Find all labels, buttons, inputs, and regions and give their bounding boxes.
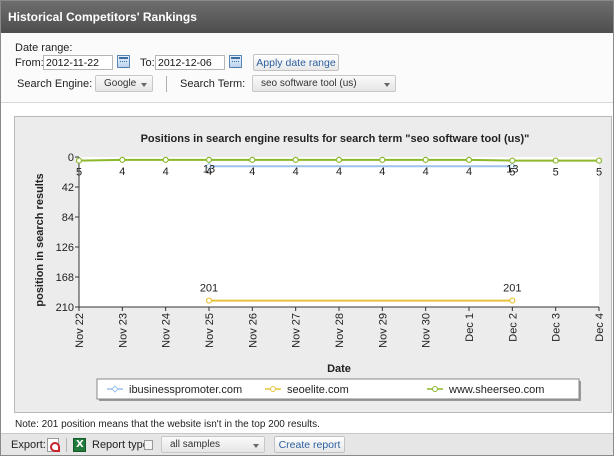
- data-point: [595, 157, 603, 164]
- data-label: 4: [293, 166, 299, 178]
- data-point: [162, 156, 169, 163]
- date-range-label: Date range:: [15, 42, 73, 54]
- x-tick-label: Dec 1: [464, 313, 476, 342]
- calendar-icon[interactable]: [229, 55, 242, 68]
- report-type-label: Report type:: [92, 439, 152, 451]
- y-tick-label: 0: [68, 152, 74, 164]
- x-tick-label: Nov 30: [421, 313, 433, 348]
- data-point: [119, 156, 126, 163]
- data-label: 4: [119, 166, 125, 178]
- y-axis-label: position in search results: [34, 173, 46, 306]
- x-tick-label: Nov 28: [334, 313, 346, 348]
- apply-date-range-button[interactable]: Apply date range: [253, 54, 339, 71]
- data-point: [379, 156, 386, 163]
- search-term-select[interactable]: seo software tool (us): [252, 75, 396, 92]
- divider: [166, 76, 167, 92]
- report-type-select[interactable]: all samples: [161, 436, 265, 453]
- panel-title: Historical Competitors' Rankings: [1, 1, 613, 33]
- report-toolbar: Export: Report type: all samples Create …: [1, 433, 613, 455]
- to-date-input[interactable]: [155, 55, 225, 70]
- pdf-icon[interactable]: [47, 438, 60, 452]
- search-term-label: Search Term:: [180, 78, 246, 90]
- data-point: [205, 156, 213, 163]
- data-point: [205, 297, 213, 304]
- x-tick-label: Nov 23: [117, 313, 129, 348]
- help-icon[interactable]: [144, 440, 153, 450]
- divider: [66, 438, 67, 452]
- data-label: 4: [466, 166, 472, 178]
- search-term-value: seo software tool (us): [261, 78, 357, 89]
- data-point: [465, 156, 473, 163]
- create-report-button[interactable]: Create report: [274, 436, 345, 453]
- y-tick-label: 168: [56, 272, 74, 284]
- y-tick-label: 42: [62, 182, 74, 194]
- chart-container: Positions in search engine results for s…: [14, 116, 612, 413]
- chevron-down-icon: [384, 83, 390, 87]
- data-label: 5: [76, 167, 82, 179]
- x-tick-label: Nov 26: [247, 313, 259, 348]
- data-point: [292, 156, 299, 163]
- data-label: 4: [249, 166, 255, 178]
- search-engine-select[interactable]: Google: [95, 75, 153, 92]
- data-label: 13: [203, 163, 215, 175]
- x-tick-label: Dec 3: [551, 313, 563, 342]
- data-point: [249, 156, 256, 163]
- x-tick-label: Nov 24: [161, 313, 173, 348]
- export-label: Export:: [11, 439, 46, 451]
- data-label: 4: [336, 166, 342, 178]
- data-point: [509, 157, 516, 164]
- x-axis-label: Date: [327, 363, 351, 375]
- data-point: [552, 157, 559, 164]
- to-label: To:: [140, 57, 155, 69]
- legend-marker: [432, 386, 438, 392]
- legend-marker: [111, 385, 119, 393]
- search-engine-value: Google: [104, 78, 137, 89]
- x-tick-label: Nov 25: [204, 313, 216, 348]
- legend-entry: seoelite.com: [287, 384, 349, 396]
- calendar-icon[interactable]: [117, 55, 130, 68]
- legend-marker: [270, 386, 276, 392]
- excel-icon[interactable]: [73, 438, 86, 452]
- x-tick-label: Nov 27: [291, 313, 303, 348]
- x-tick-label: Dec 2: [507, 313, 519, 342]
- data-label: 4: [423, 166, 429, 178]
- position-note: Note: 201 position means that the websit…: [15, 419, 320, 430]
- data-point: [508, 162, 517, 170]
- chevron-down-icon: [253, 444, 259, 448]
- data-label: 201: [503, 283, 521, 295]
- data-label: 5: [596, 167, 602, 179]
- y-tick-label: 210: [56, 302, 74, 314]
- rankings-chart: Positions in search engine results for s…: [34, 133, 606, 401]
- from-label: From:: [15, 57, 44, 69]
- data-point: [205, 162, 213, 170]
- legend-box: [96, 378, 580, 400]
- data-label: 4: [206, 166, 212, 178]
- data-point: [509, 297, 516, 304]
- data-label: 4: [163, 166, 169, 178]
- legend-entry: ibusinesspromoter.com: [129, 384, 242, 396]
- data-point: [335, 156, 343, 163]
- data-label: 201: [200, 283, 218, 295]
- search-engine-label: Search Engine:: [17, 78, 93, 90]
- legend-entry: www.sheerseo.com: [448, 384, 544, 396]
- y-tick-label: 126: [56, 242, 74, 254]
- x-tick-label: Nov 22: [74, 313, 86, 348]
- chart-title: Positions in search engine results for s…: [141, 133, 530, 145]
- filter-controls: Date range: From: To: Apply date range S…: [1, 33, 613, 103]
- data-label: 5: [553, 167, 559, 179]
- data-point: [422, 156, 429, 163]
- x-tick-label: Nov 29: [377, 313, 389, 348]
- y-tick-label: 84: [62, 212, 74, 224]
- x-tick-label: Dec 4: [594, 313, 606, 342]
- data-label: 5: [509, 167, 515, 179]
- report-type-value: all samples: [170, 439, 221, 450]
- chevron-down-icon: [141, 83, 147, 87]
- from-date-input[interactable]: [43, 55, 113, 70]
- data-label: 13: [506, 163, 518, 175]
- plot-area: [79, 157, 599, 307]
- data-point: [75, 157, 83, 164]
- data-label: 4: [379, 166, 385, 178]
